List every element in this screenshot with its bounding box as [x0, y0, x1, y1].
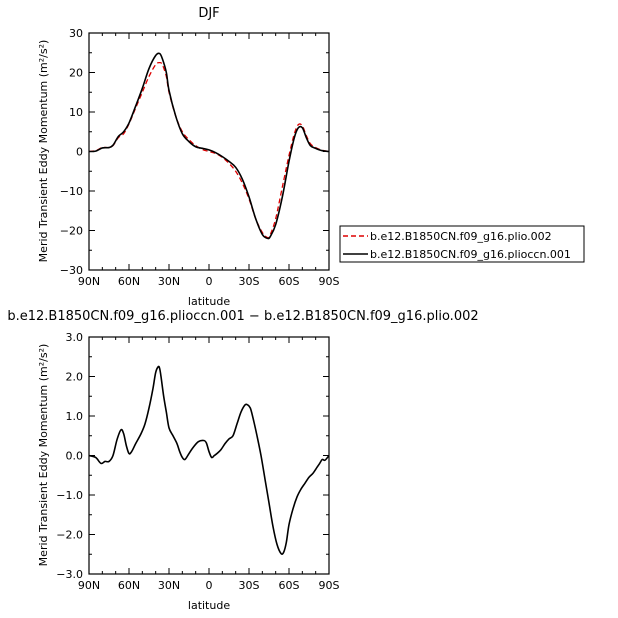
legend-label-plioccn: b.e12.B1850CN.f09_g16.plioccn.001: [370, 248, 571, 261]
legend-box: [339, 225, 585, 263]
top-y-tick-label: 20: [69, 67, 83, 80]
top-y-tick-label: −30: [60, 264, 83, 277]
bottom-x-tick-label: 30N: [158, 579, 180, 592]
bottom-x-tick-label: 90N: [78, 579, 100, 592]
top-y-tick-label: 0: [76, 146, 83, 159]
top-series-line-1: [88, 52, 330, 240]
bottom-y-tick-label: 1.0: [66, 410, 84, 423]
top-x-tick-label: 30S: [239, 275, 260, 288]
bottom-y-tick-label: −1.0: [56, 489, 83, 502]
bottom-chart-ylabel: Merid Transient Eddy Momentum (m²/s²): [37, 344, 50, 567]
top-x-tick-label: 30N: [158, 275, 180, 288]
legend: b.e12.B1850CN.f09_g16.plio.002 b.e12.B18…: [339, 225, 585, 263]
bottom-y-tick-label: 3.0: [66, 331, 84, 344]
bottom-y-tick-label: 0.0: [66, 450, 84, 463]
bottom-x-tick-label: 60N: [118, 579, 140, 592]
bottom-series-line-0: [88, 365, 330, 555]
legend-label-plio: b.e12.B1850CN.f09_g16.plio.002: [370, 230, 552, 243]
bottom-y-tick-label: 2.0: [66, 371, 84, 384]
top-chart-xlabel: latitude: [188, 295, 230, 308]
top-y-tick-label: −10: [60, 185, 83, 198]
top-chart: DJF Merid Transient Eddy Momentum (m²/s²…: [37, 6, 340, 308]
bottom-x-tick-label: 30S: [239, 579, 260, 592]
top-x-tick-label: 60S: [279, 275, 300, 288]
top-chart-title: DJF: [198, 6, 219, 21]
top-y-tick-label: −20: [60, 225, 83, 238]
bottom-x-tick-label: 0: [206, 579, 213, 592]
bottom-chart: b.e12.B1850CN.f09_g16.plioccn.001 − b.e1…: [7, 309, 478, 612]
top-x-tick-label: 60N: [118, 275, 140, 288]
bottom-y-tick-label: −3.0: [56, 568, 83, 581]
top-chart-frame: [88, 32, 330, 271]
bottom-x-tick-label: 90S: [319, 579, 340, 592]
top-y-tick-label: 30: [69, 27, 83, 40]
top-y-tick-label: 10: [69, 106, 83, 119]
bottom-chart-xlabel: latitude: [188, 599, 230, 612]
bottom-chart-frame: [88, 336, 330, 575]
bottom-x-tick-label: 60S: [279, 579, 300, 592]
top-x-tick-label: 0: [206, 275, 213, 288]
bottom-chart-title: b.e12.B1850CN.f09_g16.plioccn.001 − b.e1…: [7, 309, 478, 324]
bottom-y-tick-label: −2.0: [56, 529, 83, 542]
top-x-tick-label: 90S: [319, 275, 340, 288]
top-x-tick-label: 90N: [78, 275, 100, 288]
top-chart-ylabel: Merid Transient Eddy Momentum (m²/s²): [37, 40, 50, 263]
